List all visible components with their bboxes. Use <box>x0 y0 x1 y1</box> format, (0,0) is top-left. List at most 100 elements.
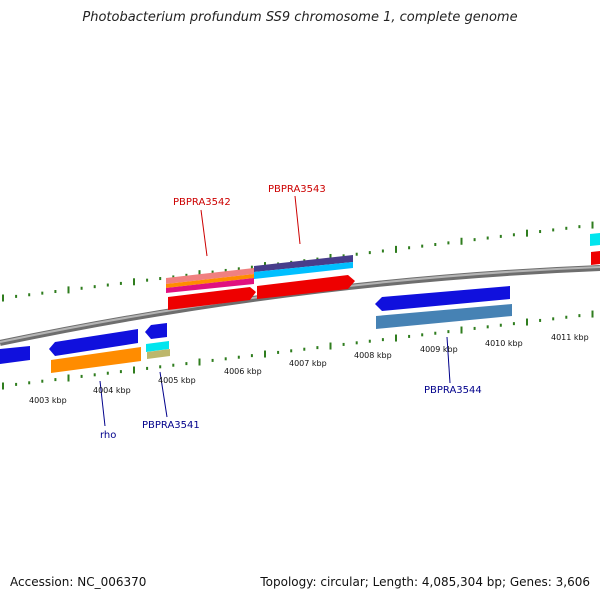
scale-tick <box>342 254 345 258</box>
scale-tick <box>381 249 384 253</box>
gene-feature[interactable] <box>49 329 138 356</box>
scale-tick <box>211 358 214 362</box>
gene-label-pbpra3543[interactable]: PBPRA3543 <box>268 184 326 195</box>
scale-tick <box>224 268 227 272</box>
scale-tick <box>159 277 162 281</box>
scale-tick <box>499 323 502 327</box>
scale-tick <box>342 342 345 346</box>
scale-tick <box>185 362 188 366</box>
scale-tick <box>119 281 122 285</box>
scale-tick <box>185 273 188 277</box>
scale-tick <box>539 318 542 322</box>
scale-tick <box>172 363 175 367</box>
scale-label: 4009 kbp <box>420 345 458 354</box>
scale-tick <box>512 322 515 326</box>
accession-text: Accession: NC_006370 <box>10 575 147 589</box>
leader-line <box>159 371 168 418</box>
scale-tick <box>41 291 44 295</box>
scale-tick <box>80 286 83 290</box>
scale-label: 4010 kbp <box>485 339 523 348</box>
gene-feature[interactable] <box>0 346 30 364</box>
scale-tick <box>539 230 542 234</box>
scale-tick <box>434 331 437 335</box>
gene-label-pbpra3542[interactable]: PBPRA3542 <box>173 197 231 208</box>
scale-tick <box>54 290 57 294</box>
gene-feature[interactable] <box>590 233 600 246</box>
gene-feature[interactable] <box>166 274 254 288</box>
scale-tick <box>408 334 411 338</box>
gene-feature[interactable] <box>166 278 254 293</box>
scale-tick <box>224 357 227 361</box>
scale-tick <box>368 339 371 343</box>
gene-feature[interactable] <box>254 255 353 272</box>
gene-label-rho[interactable]: rho <box>100 430 116 441</box>
scale-tick <box>552 228 555 232</box>
scale-tick <box>329 253 332 261</box>
scale-tick <box>473 238 476 242</box>
scale-tick <box>591 221 594 229</box>
scale-tick <box>552 317 555 321</box>
scale-tick <box>211 270 214 274</box>
scale-tick <box>54 378 57 382</box>
scale-label: 4008 kbp <box>354 351 392 360</box>
scale-label: 4003 kbp <box>29 396 67 405</box>
scale-tick <box>172 275 175 279</box>
scale-tick <box>159 365 162 369</box>
scale-tick <box>329 342 332 350</box>
scale-tick <box>447 241 450 245</box>
scale-tick <box>512 233 515 237</box>
scale-tick <box>565 226 568 230</box>
scale-tick <box>67 286 70 294</box>
forward-features <box>166 233 600 310</box>
gene-feature[interactable] <box>375 286 510 311</box>
scale-tick <box>447 330 450 334</box>
scale-tick <box>395 245 397 253</box>
gene-label-pbpra3541[interactable]: PBPRA3541 <box>142 420 200 431</box>
gene-label-pbpra3544[interactable]: PBPRA3544 <box>424 385 482 396</box>
gene-feature[interactable] <box>147 349 170 359</box>
scale-tick <box>486 236 489 240</box>
scale-label: 4006 kbp <box>224 367 262 376</box>
scale-tick <box>395 334 397 342</box>
scale-tick <box>133 366 135 374</box>
scale-tick <box>526 318 528 326</box>
scale-tick <box>93 285 96 289</box>
scale-tick <box>434 243 437 247</box>
scale-tick <box>460 237 463 245</box>
scale-tick <box>198 270 201 278</box>
gene-feature[interactable] <box>168 287 256 310</box>
scale-tick <box>486 325 489 329</box>
scale-tick <box>264 350 266 358</box>
scale-tick <box>578 225 581 229</box>
scale-tick <box>316 346 319 350</box>
scale-tick <box>2 294 4 302</box>
leader-line <box>294 195 301 245</box>
scale-tick <box>277 350 280 354</box>
scale-tick <box>355 252 358 256</box>
gene-feature[interactable] <box>51 347 141 373</box>
scale-tick <box>67 374 70 382</box>
scale-tick <box>368 251 371 255</box>
scale-tick <box>526 229 528 237</box>
gene-feature[interactable] <box>166 268 254 284</box>
scale-tick <box>355 341 358 345</box>
scale-tick <box>146 366 149 370</box>
gene-feature[interactable] <box>376 304 512 329</box>
genome-summary-text: Topology: circular; Length: 4,085,304 bp… <box>260 575 590 589</box>
scale-tick <box>2 382 4 390</box>
scale-tick <box>106 283 109 287</box>
gene-feature[interactable] <box>145 323 167 339</box>
map-title: Photobacterium profundum SS9 chromosome … <box>82 10 518 25</box>
gene-feature[interactable] <box>591 251 600 265</box>
scale-tick <box>250 354 253 358</box>
scale-tick <box>381 338 384 342</box>
scale-tick <box>290 349 293 353</box>
gene-feature[interactable] <box>146 341 169 352</box>
gene-feature[interactable] <box>254 262 353 279</box>
scale-tick <box>421 333 424 337</box>
scale-tick <box>408 246 411 250</box>
scale-tick <box>28 293 31 297</box>
scale-tick <box>133 278 135 286</box>
gene-feature[interactable] <box>257 275 355 299</box>
